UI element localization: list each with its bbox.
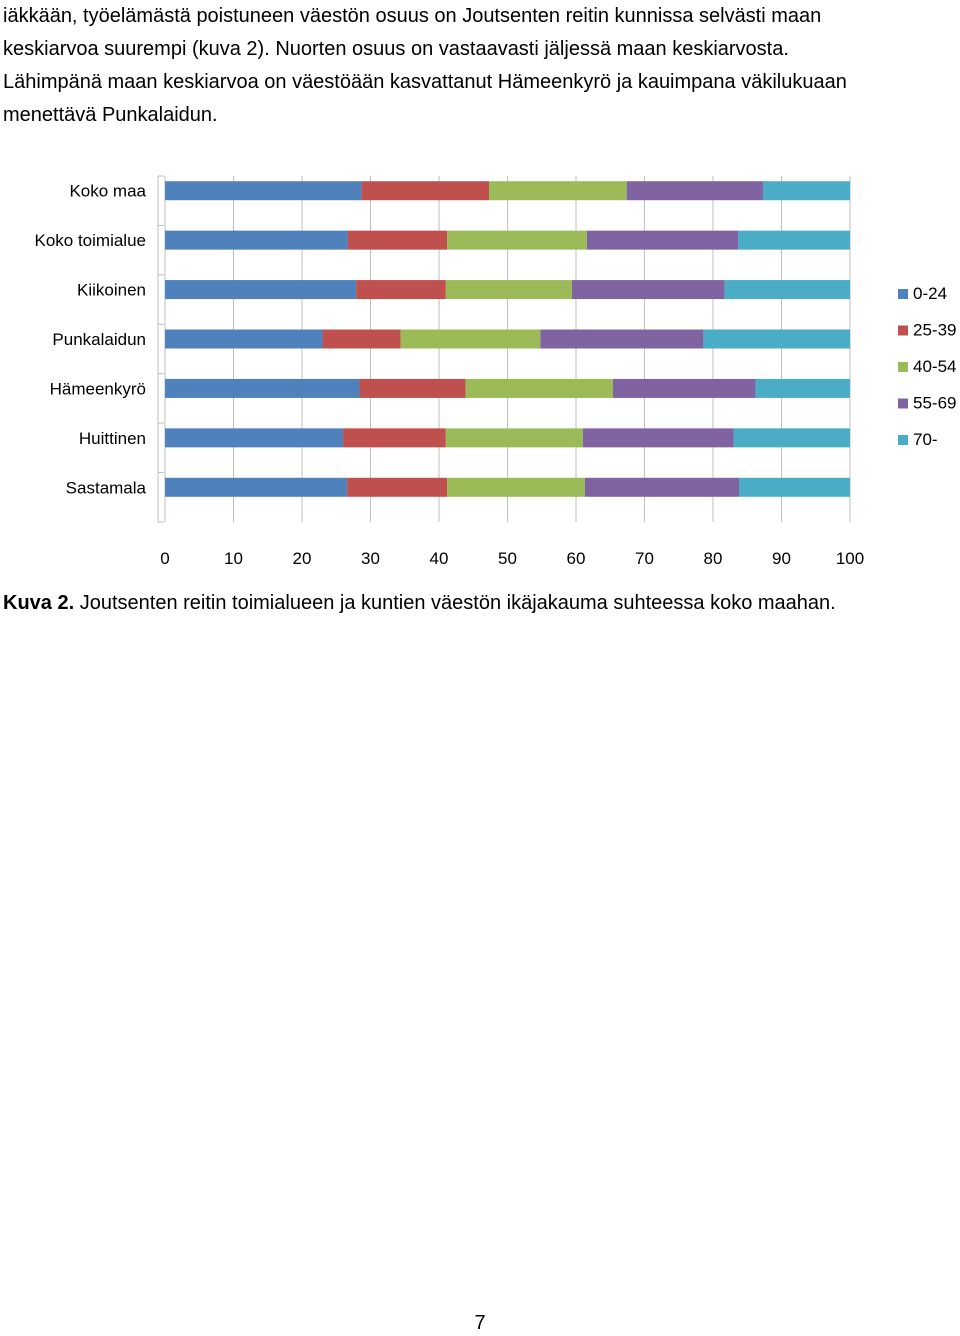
bar-segment [584,477,740,497]
bar-segment [626,181,764,201]
bar-segment [361,181,490,201]
legend-swatch [898,398,908,409]
y-category-label: Punkalaidun [52,330,146,349]
figure-caption: Kuva 2. Joutsenten reitin toimialueen ja… [3,592,836,615]
bar-segment [724,280,850,300]
x-tick-label: 20 [293,549,312,568]
x-tick-label: 0 [160,549,169,568]
intro-line: menettävä Punkalaidun. [3,104,218,126]
legend-label: 0-24 [913,284,947,303]
bar-segment [447,477,585,497]
intro-paragraph: iäkkään, työelämästä poistuneen väestön … [3,0,953,132]
bar-segment [738,230,850,250]
y-category-label: Sastamala [66,478,147,497]
legend-swatch [898,289,908,299]
bar-segment [447,230,587,250]
bar-segment [165,280,357,300]
x-tick-label: 30 [361,549,380,568]
x-tick-label: 40 [430,549,449,568]
bar-segment [540,329,704,349]
bar-segment [763,181,850,201]
y-category-label: Huittinen [79,429,146,448]
legend-swatch [898,435,908,445]
x-tick-label: 80 [704,549,723,568]
bar-segment [343,428,446,448]
bar-segment [165,230,348,250]
bar-segment [445,428,583,448]
bar-segment [582,428,734,448]
bar-segment [165,428,344,448]
bar-segment [586,230,739,250]
page-number: 7 [474,1312,486,1334]
legend-label: 70- [913,430,938,449]
bar-segment [571,280,725,300]
caption-text: Joutsenten reitin toimialueen ja kuntien… [74,592,836,614]
x-tick-label: 100 [836,549,864,568]
x-tick-label: 60 [567,549,586,568]
bar-segment [465,378,613,398]
x-tick-label: 50 [498,549,517,568]
bar-segment [347,230,448,250]
bar-segment [489,181,627,201]
y-category-label: Koko toimialue [34,231,146,250]
legend-swatch [898,325,908,336]
x-tick-label: 70 [635,549,654,568]
caption-label: Kuva 2. [3,592,75,614]
bar-segment [733,428,850,448]
y-category-label: Koko maa [69,182,146,201]
bar-segment [165,378,360,398]
legend-label: 40-54 [913,357,956,376]
legend-label: 55-69 [913,394,956,413]
bar-segment [356,280,446,300]
bar-segment [703,329,850,349]
age-distribution-chart: Koko maa Koko toimialue Kiikoinen Punkalaid… [34,175,956,568]
bar-segment [445,280,572,300]
legend-swatch [898,362,908,372]
legend-label: 25-39 [913,321,956,340]
y-category-label: Hämeenkyrö [50,379,146,398]
x-tick-label: 90 [772,549,791,568]
bar-segment [165,477,348,497]
bar-segment [322,329,401,349]
bar-segment [739,477,850,497]
y-category-label: Kiikoinen [77,281,146,300]
bar-segment [359,378,466,398]
x-tick-label: 10 [224,549,243,568]
bar-segment [347,477,448,497]
bar-segment [755,378,850,398]
intro-line: keskiarvoa suurempi (kuva 2). Nuorten os… [3,38,789,60]
bar-segment [400,329,541,349]
bar-segment [165,181,362,201]
intro-line: iäkkään, työelämästä poistuneen väestön … [3,5,822,27]
bar-segment [612,378,756,398]
bar-segment [165,329,323,349]
intro-line: Lähimpänä maan keskiarvoa on väestöään k… [3,71,847,93]
